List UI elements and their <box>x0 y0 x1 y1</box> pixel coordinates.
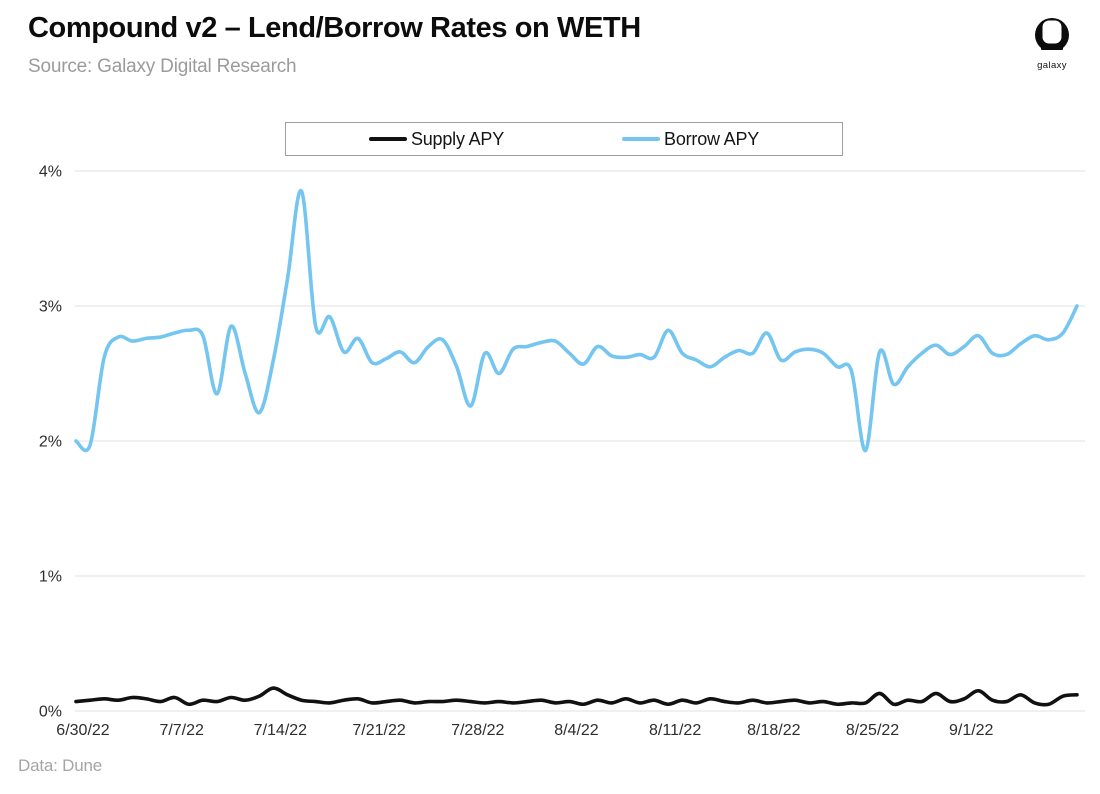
legend-label-borrow: Borrow APY <box>664 128 760 149</box>
supply-line-swatch-icon <box>368 136 407 142</box>
legend-item-borrow: Borrow APY <box>622 129 759 150</box>
svg-text:0%: 0% <box>39 704 62 721</box>
svg-text:8/25/22: 8/25/22 <box>846 722 899 739</box>
footer-data-source: Data: Dune <box>18 756 102 775</box>
svg-text:1%: 1% <box>39 569 62 586</box>
galaxy-helmet-icon <box>1033 18 1071 58</box>
legend-item-supply: Supply APY <box>368 128 505 150</box>
chart-canvas: 0% 1% 2% 3% 4% 6/30/22 7/7/22 7/14/22 7/21/22 7/2… <box>39 164 1085 739</box>
svg-text:6/30/22: 6/30/22 <box>56 722 109 739</box>
svg-text:7/28/22: 7/28/22 <box>451 722 504 739</box>
galaxy-logo-label: galaxy <box>1037 60 1067 71</box>
svg-text:8/4/22: 8/4/22 <box>554 722 599 739</box>
svg-text:2%: 2% <box>39 434 62 451</box>
svg-text:4%: 4% <box>39 164 62 181</box>
chart-legend: Supply APY Borrow APY <box>285 122 843 156</box>
galaxy-logo: galaxy <box>1024 17 1080 71</box>
svg-text:8/18/22: 8/18/22 <box>747 722 800 739</box>
page-subtitle: Source: Galaxy Digital Research <box>28 56 297 77</box>
svg-text:3%: 3% <box>39 299 62 316</box>
page-title: Compound v2 – Lend/Borrow Rates on WETH <box>28 12 641 44</box>
svg-text:7/14/22: 7/14/22 <box>254 722 307 739</box>
borrow-line-swatch-icon <box>622 136 661 142</box>
legend-label-supply: Supply APY <box>410 128 505 149</box>
svg-text:8/11/22: 8/11/22 <box>649 722 701 739</box>
svg-text:7/21/22: 7/21/22 <box>352 722 405 739</box>
svg-text:9/1/22: 9/1/22 <box>949 722 994 739</box>
svg-text:7/7/22: 7/7/22 <box>159 722 204 739</box>
